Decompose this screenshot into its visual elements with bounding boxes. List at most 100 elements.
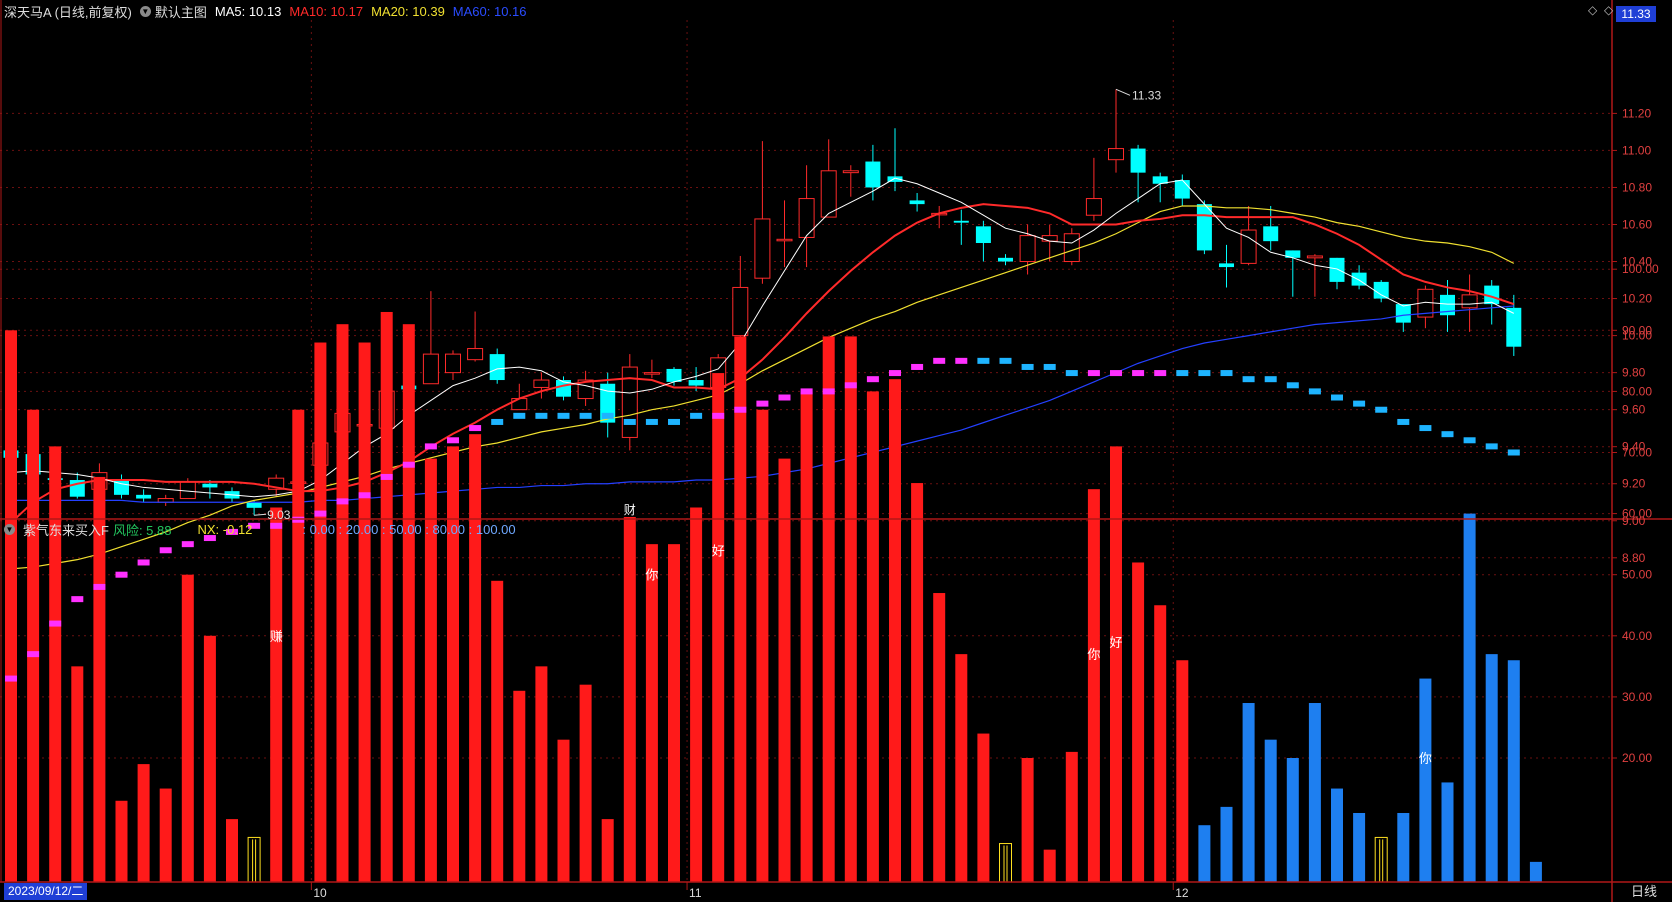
indicator-line-segment bbox=[889, 370, 901, 377]
candle-body-down bbox=[1395, 304, 1411, 323]
price-axis-label: 10.60 bbox=[1622, 217, 1652, 231]
indicator-bar bbox=[1353, 812, 1366, 882]
ma20-label: MA20: 10.39 bbox=[371, 3, 445, 19]
indicator-line-segment bbox=[955, 357, 968, 364]
candle-body-up bbox=[1461, 294, 1478, 309]
finance-marker: 财 bbox=[624, 503, 636, 517]
indicator-bar bbox=[933, 593, 946, 882]
diamond-icon[interactable]: ◇ bbox=[1588, 3, 1598, 17]
candle-body-up bbox=[820, 170, 837, 218]
indicator-line-segment bbox=[203, 535, 216, 542]
indicator-line-segment bbox=[911, 363, 924, 370]
indicator-line-segment bbox=[1132, 370, 1145, 377]
indicator-bar bbox=[358, 342, 371, 882]
indicator-bar bbox=[314, 342, 327, 882]
indicator-bar bbox=[1485, 654, 1498, 882]
candle-body-up bbox=[1063, 233, 1080, 263]
ma10-line bbox=[10, 203, 1515, 524]
candle-body-down bbox=[1506, 307, 1522, 347]
indicator-bar-signal bbox=[1374, 836, 1388, 883]
candle-body-down bbox=[688, 380, 704, 386]
indicator-line-segment bbox=[1507, 449, 1520, 456]
indicator-line-segment bbox=[1441, 431, 1454, 438]
price-axis-label: 9.60 bbox=[1622, 403, 1646, 417]
indicator-bar bbox=[1176, 660, 1189, 882]
indicator-line-segment bbox=[1375, 406, 1388, 413]
levels-label: : 0.00 : 20.00 : 50.00 : 80.00 : 100.00 bbox=[302, 521, 516, 537]
indicator-line-segment bbox=[623, 418, 636, 425]
indicator-bar bbox=[71, 666, 84, 882]
indicator-line-segment bbox=[49, 620, 62, 627]
current-price-tag: 11.33 bbox=[1616, 6, 1656, 22]
candle-body-up bbox=[1085, 198, 1102, 216]
indicator-name[interactable]: 紫气东来买入F bbox=[23, 522, 109, 538]
indicator-bar bbox=[513, 690, 526, 882]
indicator-bar bbox=[491, 580, 504, 882]
indicator-line-segment bbox=[1220, 370, 1233, 377]
indicator-line-segment bbox=[800, 388, 813, 395]
indicator-line-segment bbox=[5, 675, 17, 682]
indicator-line-segment bbox=[491, 418, 504, 425]
candle-body-up bbox=[1041, 235, 1058, 242]
indicator-line bbox=[5, 357, 1542, 682]
indicator-bar bbox=[955, 654, 968, 882]
high-price-label: 11.33 bbox=[1132, 88, 1161, 102]
candle-body-down bbox=[1152, 176, 1168, 184]
candle-body-down bbox=[246, 502, 262, 508]
indicator-bar bbox=[1110, 446, 1122, 882]
indicator-bar bbox=[557, 739, 570, 882]
indicator-bar bbox=[756, 409, 769, 882]
candle-body-down bbox=[1263, 226, 1279, 242]
indicator-bar bbox=[778, 458, 791, 882]
period-tab-daily[interactable]: 日线 bbox=[1630, 884, 1657, 899]
ma10-label: MA10: 10.17 bbox=[289, 3, 364, 19]
indicator-bar bbox=[137, 764, 150, 882]
candle-body-up bbox=[1306, 255, 1323, 259]
indicator-line-segment bbox=[756, 400, 769, 407]
candle-body-down bbox=[666, 368, 682, 382]
indicator-bar bbox=[1507, 660, 1520, 882]
date-cursor-label: 2023/09/12/二 bbox=[4, 883, 88, 900]
indicator-bar bbox=[1463, 513, 1476, 882]
indicator-line-segment bbox=[712, 412, 725, 419]
indicator-line-segment bbox=[1308, 388, 1321, 395]
indicator-bars bbox=[5, 311, 1542, 883]
indicator-line-segment bbox=[115, 571, 128, 578]
candle-body-up bbox=[776, 238, 793, 242]
indicator-line-segment bbox=[1397, 418, 1410, 425]
candle-body-down bbox=[1219, 263, 1234, 268]
indicator-bar bbox=[1264, 739, 1277, 882]
indicator-bar bbox=[579, 684, 592, 882]
indicator-bar bbox=[1331, 788, 1343, 882]
indicator-bar bbox=[115, 800, 128, 882]
indicator-bar bbox=[822, 336, 835, 882]
bar-annotation-char: 赚 bbox=[270, 629, 283, 644]
indicator-axis-label: 60.00 bbox=[1622, 507, 1652, 521]
candle-body-down bbox=[909, 200, 925, 205]
main-chart-label[interactable]: 默认主图 bbox=[154, 4, 207, 20]
indicator-bar bbox=[1043, 849, 1056, 882]
indicator-bar bbox=[1529, 861, 1542, 882]
candle-body-down bbox=[998, 257, 1013, 262]
ma60-label: MA60: 10.16 bbox=[452, 3, 527, 19]
indicator-line-segment bbox=[1463, 437, 1476, 444]
indicator-line-segment bbox=[822, 388, 835, 395]
indicator-bar bbox=[159, 788, 172, 882]
candle-body-down bbox=[1440, 294, 1455, 316]
indicator-line-segment bbox=[866, 376, 879, 383]
stock-title[interactable]: 深天马A (日线,前复权) bbox=[4, 4, 132, 20]
menu-icon[interactable]: ◇ bbox=[1604, 3, 1614, 17]
indicator-line-segment bbox=[933, 357, 946, 364]
chart-settings-icon[interactable]: ▼ bbox=[139, 5, 151, 17]
indicator-line-segment bbox=[1198, 370, 1211, 377]
indicator-bar bbox=[1087, 489, 1100, 882]
indicator-bar bbox=[336, 324, 349, 882]
indicator-bar bbox=[911, 483, 924, 882]
indicator-bar bbox=[447, 446, 459, 882]
candle-body-down bbox=[887, 176, 903, 182]
indicator-bar bbox=[601, 819, 614, 882]
indicator-settings-icon[interactable]: ▼ bbox=[4, 523, 15, 535]
indicator-line-segment bbox=[1021, 363, 1034, 370]
